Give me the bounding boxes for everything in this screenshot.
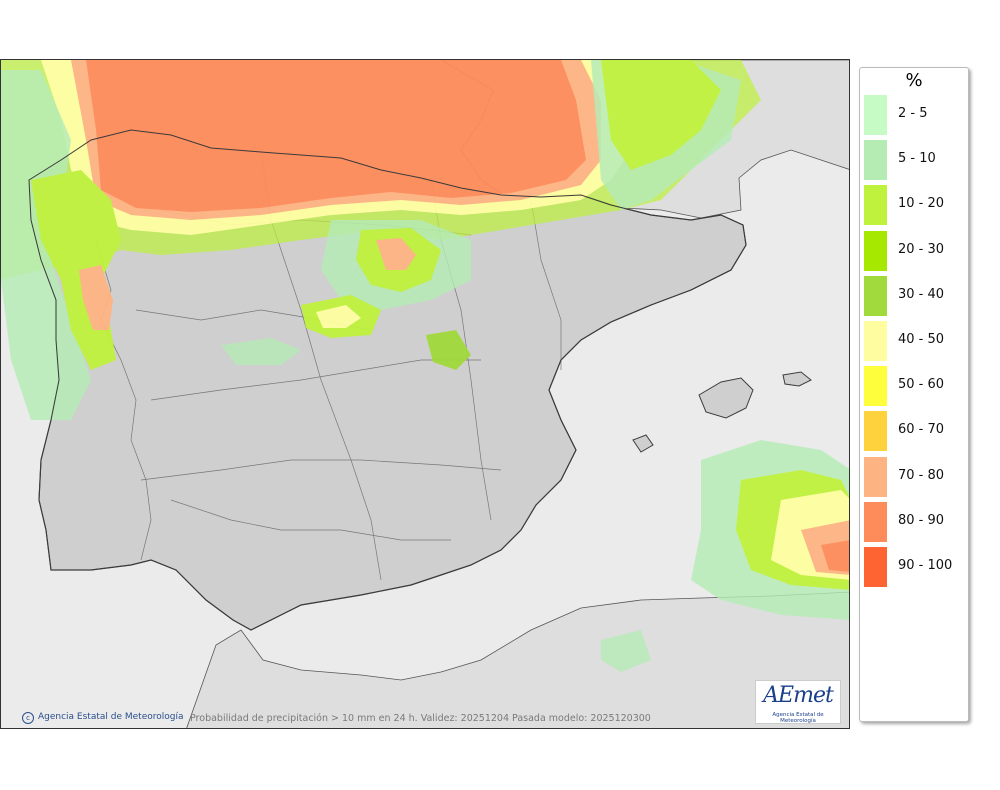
legend-item: 60 - 70 (864, 411, 964, 452)
legend-item: 80 - 90 (864, 501, 964, 542)
legend-item: 2 - 5 (864, 95, 964, 135)
credit-text: Agencia Estatal de Meteorología (38, 712, 184, 722)
mallorca-island (698, 377, 754, 419)
legend-swatch (864, 275, 887, 316)
legend-swatch (864, 95, 887, 135)
legend-label: 70 - 80 (898, 467, 945, 483)
legend-label: 90 - 100 (898, 558, 953, 573)
legend-panel: % 2 - 5 5 - 10 10 - 20 20 - 30 30 - 40 40 - 5… (859, 67, 969, 722)
legend-item: 5 - 10 (864, 140, 964, 181)
legend-item: 70 - 80 (864, 456, 964, 497)
legend-label: 10 - 20 (898, 196, 945, 212)
legend-swatch (864, 411, 887, 452)
legend-swatch (864, 456, 887, 497)
legend-item: 50 - 60 (864, 366, 964, 407)
legend-swatch (864, 140, 887, 181)
legend-item: 20 - 30 (864, 230, 964, 271)
legend-item: 40 - 50 (864, 321, 964, 361)
legend-item: 30 - 40 (864, 275, 964, 316)
ibiza-island (632, 434, 654, 453)
legend-label: 50 - 60 (898, 377, 945, 393)
logo-subtitle: Agencia Estatal de Meteorología (772, 712, 824, 724)
legend-label: 5 - 10 (898, 151, 936, 167)
legend-swatch (864, 321, 887, 361)
legend-label: 2 - 5 (898, 106, 928, 121)
legend-label: 60 - 70 (898, 422, 945, 438)
legend-swatch (864, 547, 887, 587)
precipitation-probability-map[interactable] (0, 59, 850, 729)
copyright-credit: c Agencia Estatal de Meteorología (22, 712, 184, 724)
legend-label: 30 - 40 (898, 286, 945, 302)
logo-wordmark: AEmet (763, 683, 834, 708)
legend-item: 10 - 20 (864, 185, 964, 226)
copyright-icon: c (22, 712, 34, 724)
map-caption: Probabilidad de precipitación > 10 mm en… (190, 713, 651, 724)
menorca-island (782, 371, 812, 387)
legend-swatch (864, 501, 887, 542)
legend-swatch (864, 366, 887, 407)
map-canvas (1, 60, 849, 728)
legend-label: 40 - 50 (898, 332, 945, 347)
legend-item: 90 - 100 (864, 547, 964, 587)
legend-label: 20 - 30 (898, 241, 945, 257)
legend-swatch (864, 230, 887, 271)
legend-swatch (864, 185, 887, 226)
legend-label: 80 - 90 (898, 512, 945, 528)
aemet-logo: AEmet Agencia Estatal de Meteorología (755, 680, 841, 724)
legend-unit: % (905, 70, 923, 91)
iberia-coastline (28, 129, 747, 631)
